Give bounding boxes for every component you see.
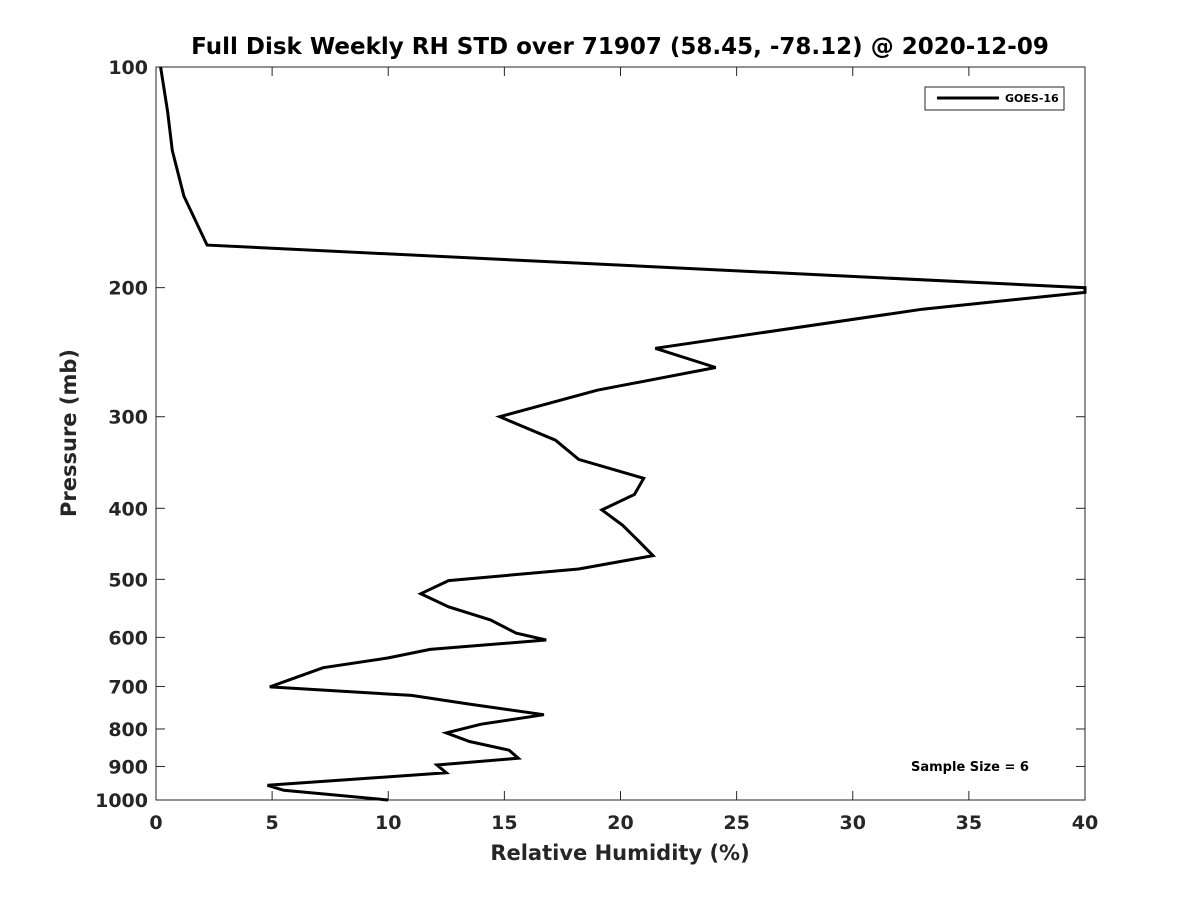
legend-label-goes-16: GOES-16: [1005, 92, 1059, 105]
sample-size-annotation: Sample Size = 6: [911, 760, 1029, 775]
y-tick-label-5: 600: [108, 627, 148, 649]
y-tick-label-4: 500: [108, 569, 148, 591]
x-tick-label-7: 35: [956, 812, 982, 834]
x-tick-label-6: 30: [840, 812, 866, 834]
plot-frame: [155, 66, 1086, 801]
y-tick-label-8: 900: [108, 756, 148, 778]
x-tick-label-4: 20: [607, 812, 633, 834]
y-tick-label-2: 300: [108, 407, 148, 429]
series-line-goes-16: [159, 66, 1087, 802]
x-tick-label-1: 5: [266, 812, 279, 834]
y-tick-label-7: 800: [108, 719, 148, 741]
y-axis: 100 200 300 400 500 600 700 800 900 1000: [95, 57, 1085, 812]
y-tick-label-6: 700: [108, 676, 148, 698]
y-tick-label-0: 100: [108, 57, 148, 79]
x-tick-label-0: 0: [149, 812, 162, 834]
y-tick-label-1: 200: [108, 278, 148, 300]
y-axis-label: Pressure (mb): [57, 349, 81, 517]
legend: GOES-16: [924, 86, 1065, 111]
x-tick-label-2: 10: [375, 812, 401, 834]
x-axis-label: Relative Humidity (%): [490, 841, 749, 865]
x-axis: 0 5 10 15 20 25 30 35 40: [149, 67, 1098, 834]
x-tick-label-8: 40: [1072, 812, 1098, 834]
y-tick-label-9: 1000: [95, 790, 148, 812]
x-tick-label-5: 25: [723, 812, 749, 834]
x-tick-label-3: 15: [491, 812, 517, 834]
chart-title: Full Disk Weekly RH STD over 71907 (58.4…: [191, 34, 1049, 60]
y-tick-label-3: 400: [108, 498, 148, 520]
